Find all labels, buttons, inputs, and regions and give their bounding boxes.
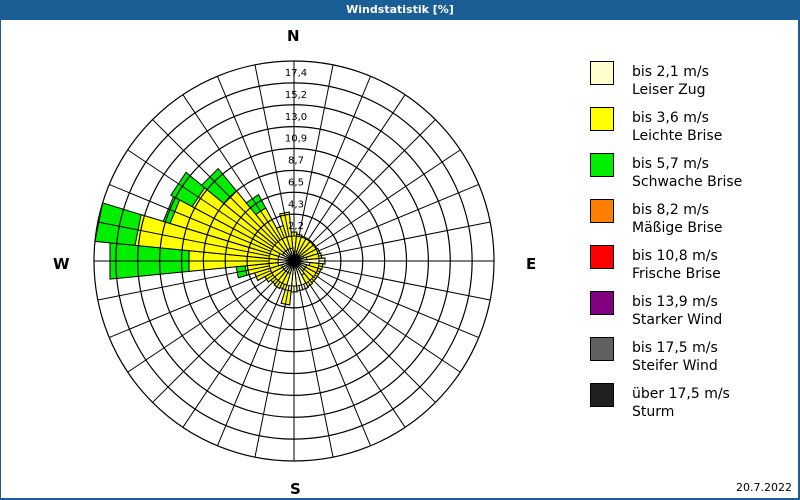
window-title: Windstatistik [%] xyxy=(346,3,454,16)
legend-name: Steifer Wind xyxy=(632,358,718,374)
legend-range: bis 10,8 m/s xyxy=(632,248,718,264)
legend-swatch xyxy=(590,153,614,177)
radial-tick: 4,3 xyxy=(288,199,304,210)
legend-range: bis 8,2 m/s xyxy=(632,202,709,218)
legend-name: Frische Brise xyxy=(632,266,721,282)
legend-name: Schwache Brise xyxy=(632,174,743,190)
legend-name: Mäßige Brise xyxy=(632,220,723,236)
legend-name: Starker Wind xyxy=(632,312,723,328)
radial-tick: 6,5 xyxy=(288,177,304,188)
legend-range: über 17,5 m/s xyxy=(632,386,730,402)
legend-swatch xyxy=(590,383,614,407)
legend-swatch xyxy=(590,291,614,315)
radial-tick: 17,4 xyxy=(285,68,307,79)
legend-name: Leichte Brise xyxy=(632,128,723,144)
legend-name: Leiser Zug xyxy=(632,82,706,98)
compass-south: S xyxy=(290,480,301,498)
chart-panel: 2,2 4,3 6,5 8,7 10,9 13,0 15,2 17,4 N E S W bis… xyxy=(1,20,798,498)
compass-west: W xyxy=(53,255,70,273)
legend-swatch xyxy=(590,199,614,223)
radial-tick: 2,2 xyxy=(288,221,304,232)
legend-swatch xyxy=(590,337,614,361)
radial-tick: 8,7 xyxy=(288,156,304,167)
wind-rose-chart: 2,2 4,3 6,5 8,7 10,9 13,0 15,2 17,4 xyxy=(93,60,495,462)
radial-tick: 10,9 xyxy=(285,134,307,145)
compass-north: N xyxy=(287,27,300,45)
legend-range: bis 17,5 m/s xyxy=(632,340,718,356)
legend-range: bis 2,1 m/s xyxy=(632,64,709,80)
radial-tick: 15,2 xyxy=(285,90,307,101)
compass-east: E xyxy=(526,255,537,273)
legend-range: bis 3,6 m/s xyxy=(632,110,709,126)
legend-range: bis 13,9 m/s xyxy=(632,294,718,310)
date-label: 20.7.2022 xyxy=(736,481,792,494)
legend-swatch xyxy=(590,61,614,85)
legend-swatch xyxy=(590,245,614,269)
legend-range: bis 5,7 m/s xyxy=(632,156,709,172)
legend-swatch xyxy=(590,107,614,131)
radial-tick: 13,0 xyxy=(285,112,307,123)
legend-name: Sturm xyxy=(632,404,675,420)
